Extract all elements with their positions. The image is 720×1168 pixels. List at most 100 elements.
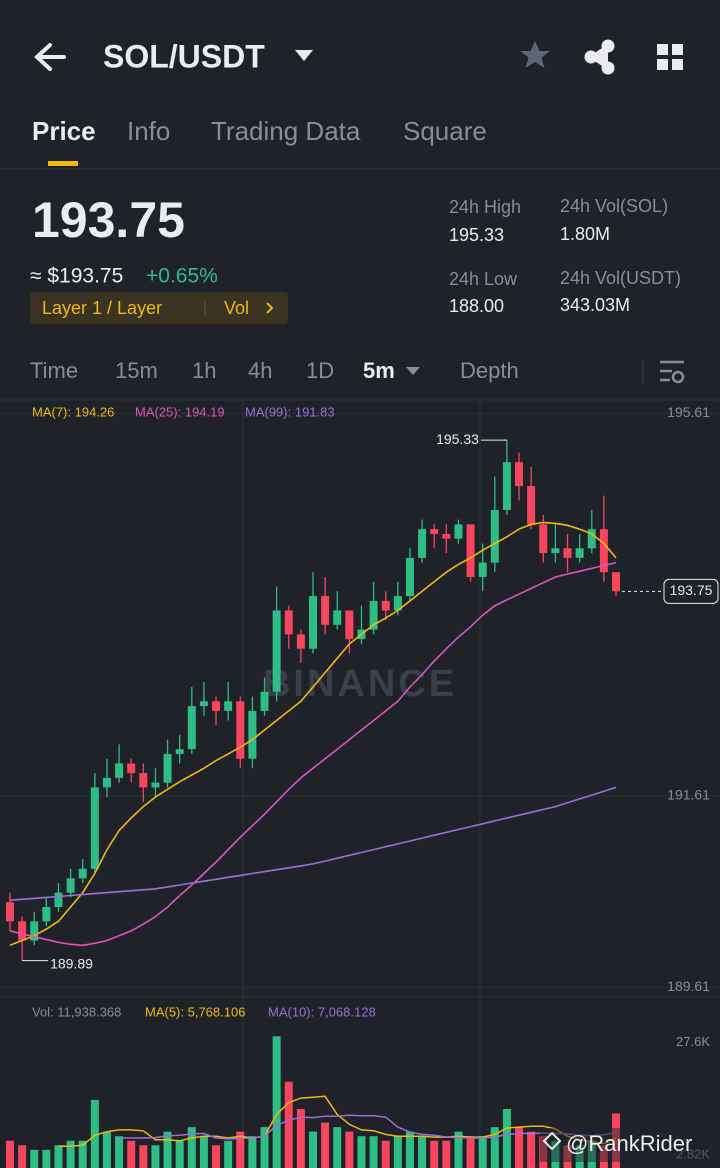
tag-text[interactable]: Layer 1 / Layer [42, 298, 162, 318]
stat-value: 1.80M [560, 224, 610, 244]
candle-body [54, 892, 63, 907]
candle-body [296, 634, 305, 649]
volume-bar [296, 1108, 305, 1168]
candle-body [78, 868, 87, 879]
candle-body [405, 557, 414, 597]
candle-body [502, 462, 511, 511]
tab[interactable]: Trading Data [211, 116, 361, 146]
watermark: @RankRider [566, 1131, 692, 1156]
volume-bar [90, 1099, 99, 1168]
tag-badge[interactable] [30, 292, 288, 324]
candle-body [272, 610, 281, 692]
candle-body [539, 524, 548, 554]
volume-bar [260, 1127, 269, 1168]
candle-body [175, 749, 184, 754]
volume-bar [187, 1127, 196, 1168]
candle-body [139, 773, 148, 788]
candle-body [490, 510, 499, 563]
volume-bar [478, 1136, 487, 1168]
interval[interactable]: 4h [248, 358, 272, 383]
candle-body [430, 529, 439, 534]
volume-bar [381, 1140, 390, 1168]
candle-body [212, 701, 221, 711]
pair-title[interactable]: SOL/USDT [103, 38, 265, 74]
tab[interactable]: Price [32, 116, 96, 146]
interval[interactable]: Depth [460, 358, 519, 383]
favorite-icon[interactable] [520, 41, 550, 68]
approx-price: ≈ $193.75 [30, 265, 123, 288]
volume-bar [175, 1140, 184, 1168]
candle-body [18, 921, 27, 941]
y-tick-label: 191.61 [667, 787, 710, 803]
pair-dropdown[interactable] [295, 50, 313, 61]
volume-bar [454, 1131, 463, 1168]
volume-bar [333, 1127, 342, 1168]
y-tick-label: 189.61 [667, 978, 710, 994]
ma-line [9, 521, 617, 947]
interval[interactable]: 1h [192, 358, 216, 383]
chart-watermark: BINANCE [263, 663, 457, 705]
volume-bar [199, 1136, 208, 1168]
candle-body [575, 548, 584, 558]
stat-value: 188.00 [449, 296, 504, 316]
volume-bar [466, 1136, 475, 1168]
volume-bar [430, 1140, 439, 1168]
volume-bar [66, 1140, 75, 1168]
ma-line [9, 786, 617, 902]
candle-body [478, 562, 487, 577]
active-tab-indicator [48, 161, 78, 166]
volume-bar [139, 1145, 148, 1168]
stat-value: 195.33 [449, 225, 504, 245]
candle-body [42, 906, 51, 922]
volume-bar [393, 1136, 402, 1168]
ma-line [9, 561, 617, 947]
volume-bar [357, 1136, 366, 1168]
back-button[interactable] [34, 43, 66, 71]
tag-chevron [266, 302, 274, 314]
volume-legend: MA(5): 5,768.106 [145, 1004, 245, 1019]
stat-label: 24h High [449, 197, 521, 217]
volume-bar [30, 1149, 39, 1168]
volume-legend: Vol: 11,938.368 [32, 1004, 121, 1019]
candle-body [127, 763, 136, 774]
candle-body [6, 902, 14, 922]
interval[interactable]: 5m [363, 358, 395, 383]
candle-body [587, 529, 596, 549]
volume-bar [405, 1131, 414, 1168]
candle-body [321, 596, 330, 625]
interval[interactable]: 15m [115, 358, 158, 383]
candle-body [369, 600, 378, 630]
grid-icon[interactable] [657, 44, 683, 70]
candle-body [466, 524, 475, 577]
tab[interactable]: Square [403, 116, 487, 146]
volume-ma-line [58, 1095, 617, 1147]
volume-bar [236, 1131, 245, 1168]
tab[interactable]: Info [127, 116, 170, 146]
volume-bar [502, 1108, 511, 1168]
candle-body [66, 878, 75, 893]
candle-body [345, 610, 354, 640]
interval[interactable]: 1D [306, 358, 334, 383]
ma-legend: MA(7): 194.26 [32, 404, 114, 419]
volume-bar [345, 1131, 354, 1168]
stat-value: 343.03M [560, 295, 630, 315]
candle-body [418, 529, 427, 558]
candle-body [151, 782, 160, 788]
tag-link[interactable]: Vol [224, 298, 249, 318]
volume-bar [115, 1136, 124, 1168]
stat-label: 24h Low [449, 269, 518, 289]
candle-body [260, 691, 269, 711]
volume-bar [212, 1145, 221, 1168]
volume-bar [418, 1136, 427, 1168]
interval[interactable]: Time [30, 358, 78, 383]
volume-bar [248, 1136, 257, 1168]
candle-body [30, 921, 39, 941]
share-icon[interactable] [584, 39, 615, 75]
candle-body [163, 753, 172, 783]
volume-bar [42, 1149, 51, 1168]
interval-dropdown[interactable] [406, 367, 420, 375]
chart-settings-icon[interactable] [660, 360, 685, 384]
volume-bar [102, 1131, 111, 1168]
